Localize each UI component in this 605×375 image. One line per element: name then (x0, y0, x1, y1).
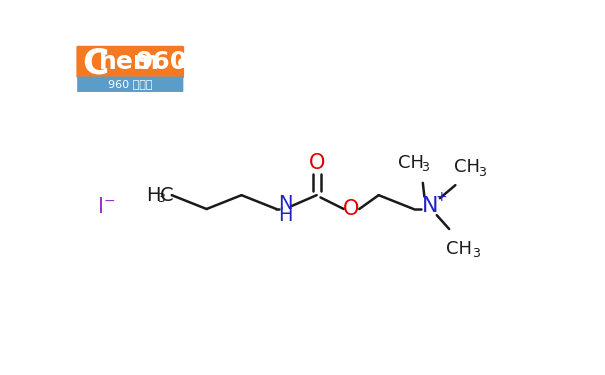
Text: +: + (436, 190, 447, 204)
FancyBboxPatch shape (77, 76, 183, 92)
Text: 3: 3 (471, 247, 479, 260)
Text: 3: 3 (421, 161, 429, 174)
Text: H: H (278, 207, 293, 225)
Text: CH: CH (398, 154, 424, 172)
Text: −: − (104, 194, 116, 207)
Text: CH: CH (446, 240, 473, 258)
Text: 3: 3 (479, 165, 486, 178)
Text: H: H (146, 186, 160, 205)
FancyBboxPatch shape (76, 46, 184, 78)
Text: hem: hem (99, 50, 160, 74)
Text: 960: 960 (136, 50, 188, 74)
Text: 960 化工网: 960 化工网 (108, 79, 152, 89)
Text: N: N (278, 194, 293, 213)
Text: CH: CH (454, 158, 480, 176)
Text: O: O (344, 199, 360, 219)
Text: .com: .com (171, 54, 216, 72)
Text: 3: 3 (157, 192, 165, 206)
Text: C: C (160, 186, 174, 205)
Text: N: N (422, 196, 439, 216)
Text: O: O (309, 153, 325, 173)
Text: C: C (82, 46, 108, 81)
Text: I: I (98, 197, 104, 217)
